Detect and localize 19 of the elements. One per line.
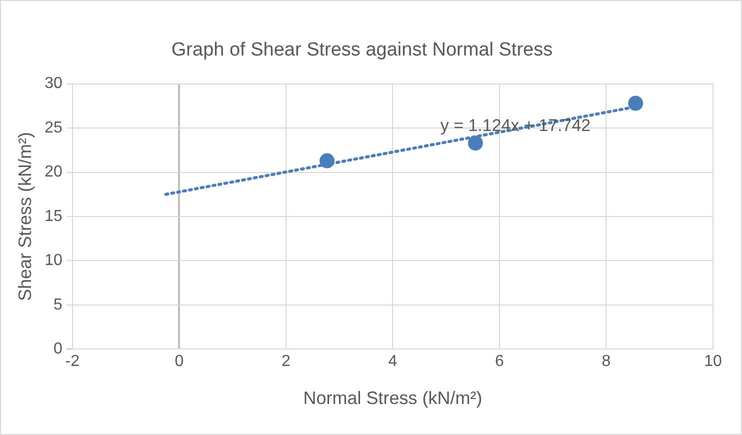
x-tick-label: 10	[704, 353, 722, 370]
y-axis-title: Shear Stress (kN/m²)	[14, 132, 35, 302]
point	[468, 136, 483, 151]
y-tick-label: 10	[44, 252, 62, 270]
x-axis-title: Normal Stress (kN/m²)	[303, 388, 482, 408]
x-tick-label: 6	[495, 353, 504, 370]
x-tick-label: 0	[174, 353, 184, 370]
point	[628, 96, 644, 111]
x-tick-label: -2	[65, 353, 80, 370]
y-tick-label: 0	[53, 340, 62, 358]
y-tick-label: 20	[44, 164, 62, 181]
chart-title: Graph of Shear Stress against Normal Stress	[171, 40, 553, 61]
x-tick-label: 2	[281, 353, 290, 370]
y-tick-label: 25	[44, 119, 62, 136]
y-tick-label: 15	[44, 208, 62, 225]
x-tick-label: 8	[602, 353, 611, 370]
y-tick-label: 30	[44, 75, 62, 92]
x-tick-label: 4	[388, 353, 398, 370]
y-tick-label: 5	[53, 296, 62, 314]
